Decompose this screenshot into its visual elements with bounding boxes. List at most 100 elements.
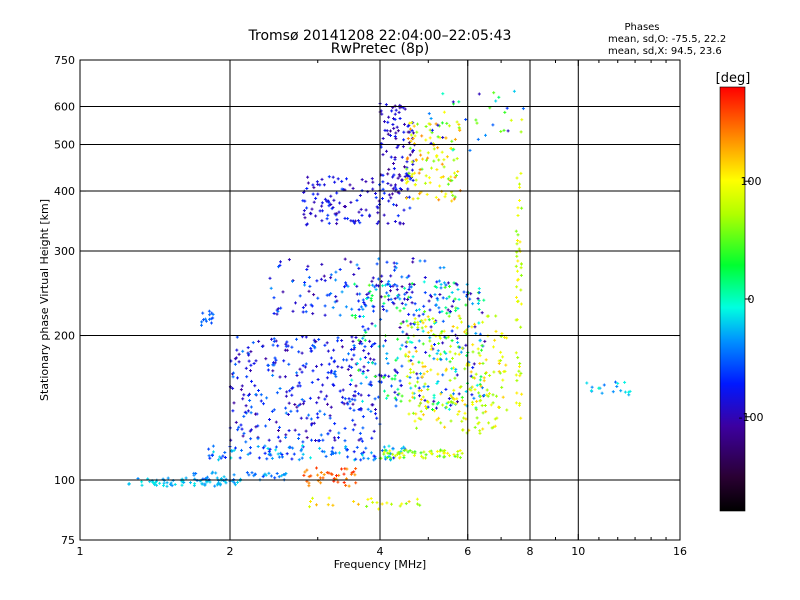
data-point	[522, 107, 524, 111]
data-point	[159, 481, 161, 485]
data-point	[409, 449, 411, 452]
data-point	[445, 387, 447, 391]
data-point	[461, 399, 463, 403]
data-point	[332, 503, 334, 507]
data-point	[384, 448, 386, 452]
data-point	[416, 130, 418, 134]
data-point	[409, 282, 411, 286]
data-point	[263, 402, 264, 406]
data-point	[429, 354, 431, 358]
data-point	[393, 126, 395, 130]
data-point	[433, 333, 435, 337]
data-point	[224, 456, 226, 459]
data-point	[373, 305, 375, 309]
data-point	[431, 131, 433, 135]
data-point	[519, 401, 521, 405]
data-point	[394, 396, 396, 400]
data-point	[381, 374, 382, 378]
data-point	[364, 356, 366, 359]
data-point	[394, 157, 396, 161]
data-point	[469, 297, 471, 301]
data-point	[425, 125, 427, 128]
data-point	[410, 322, 412, 326]
data-point	[391, 377, 393, 381]
data-point	[154, 483, 155, 487]
data-point	[306, 268, 308, 271]
data-point	[350, 260, 352, 264]
data-point	[305, 303, 307, 307]
data-point	[275, 420, 277, 424]
data-point	[359, 341, 361, 345]
data-point	[364, 303, 366, 306]
data-point	[262, 446, 264, 450]
data-point	[338, 431, 340, 435]
y-tick-label: 400	[54, 185, 75, 198]
data-point	[292, 386, 294, 390]
data-point	[306, 206, 308, 210]
y-tick-label: 75	[61, 534, 75, 547]
data-point	[422, 413, 424, 417]
data-point	[521, 392, 523, 396]
data-point	[515, 401, 517, 405]
data-point	[394, 454, 396, 458]
data-point	[374, 324, 376, 328]
data-point	[481, 344, 483, 348]
data-point	[356, 198, 358, 202]
data-point	[430, 329, 432, 333]
x-tick-label: 10	[571, 545, 585, 558]
data-point	[405, 352, 407, 356]
data-point	[369, 357, 371, 361]
data-point	[408, 412, 410, 416]
data-point	[332, 206, 334, 209]
data-point	[149, 480, 151, 484]
data-point	[278, 475, 280, 479]
data-point	[429, 128, 431, 132]
data-point	[449, 378, 451, 382]
data-point	[409, 146, 411, 150]
data-point	[428, 318, 430, 322]
data-point	[349, 399, 351, 403]
data-point	[416, 308, 417, 312]
data-point	[624, 390, 626, 394]
data-point	[459, 345, 461, 349]
data-point	[327, 371, 329, 375]
data-point	[430, 117, 432, 120]
data-point	[381, 449, 383, 453]
data-point	[360, 437, 362, 441]
data-point	[267, 363, 269, 367]
data-point	[366, 504, 368, 508]
data-point	[376, 222, 378, 226]
data-point	[362, 426, 364, 430]
data-point	[422, 342, 424, 346]
data-point	[358, 308, 360, 312]
data-point	[359, 292, 361, 296]
data-point	[454, 171, 455, 175]
data-point	[516, 242, 518, 246]
data-point	[358, 368, 359, 372]
data-point	[394, 268, 395, 272]
data-point	[378, 199, 380, 203]
data-point	[211, 321, 212, 325]
data-point	[466, 431, 468, 435]
data-point	[322, 476, 324, 480]
data-point	[425, 138, 427, 142]
data-point	[370, 299, 372, 303]
data-point	[404, 292, 406, 296]
data-point	[438, 279, 440, 283]
data-point	[486, 388, 488, 392]
data-point	[413, 322, 415, 325]
data-point	[401, 394, 403, 398]
data-point	[209, 480, 211, 484]
data-point	[276, 391, 278, 395]
data-point	[397, 295, 399, 299]
data-point	[232, 409, 234, 413]
data-point	[486, 393, 488, 397]
data-point	[233, 401, 235, 405]
data-point	[468, 428, 470, 432]
data-point	[401, 301, 403, 305]
data-point	[399, 187, 401, 191]
data-point	[418, 171, 420, 175]
data-point	[410, 139, 412, 143]
data-point	[479, 354, 481, 358]
data-point	[374, 362, 376, 366]
